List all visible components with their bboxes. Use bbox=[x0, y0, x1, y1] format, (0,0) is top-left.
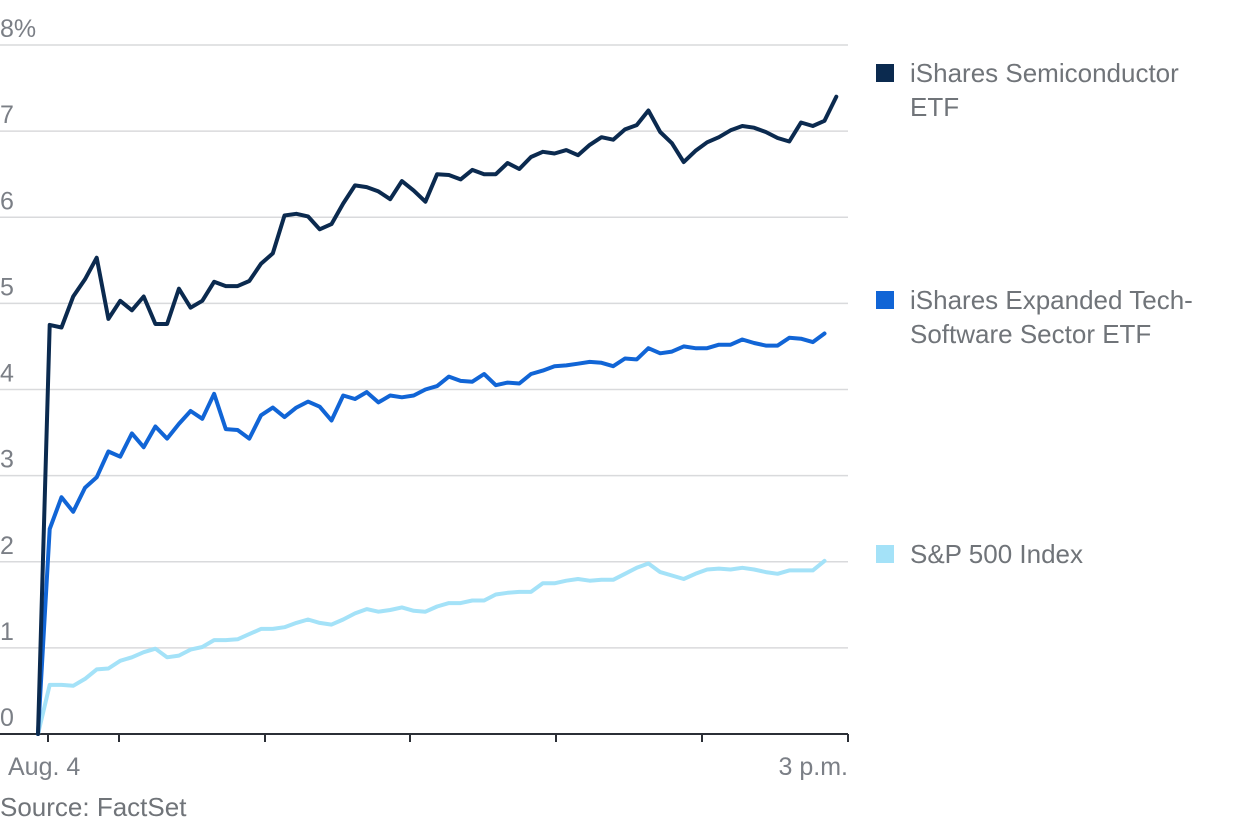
y-tick-label: 1 bbox=[0, 618, 14, 646]
x-tick-label-end: 3 p.m. bbox=[779, 753, 848, 781]
legend-item-semiconductor: iShares Semiconductor ETF bbox=[876, 56, 1226, 124]
x-tick-label-start: Aug. 4 bbox=[8, 753, 80, 781]
source-note: Source: FactSet bbox=[0, 792, 187, 822]
series-lines bbox=[36, 94, 839, 736]
y-tick-label: 8% bbox=[0, 15, 36, 43]
legend-item-sp500: S&P 500 Index bbox=[876, 537, 1226, 571]
y-tick-label: 4 bbox=[0, 360, 14, 388]
series-line-sp500 bbox=[36, 558, 827, 736]
y-tick-label: 6 bbox=[0, 187, 14, 215]
series-line-software bbox=[36, 331, 827, 736]
legend-label: iShares Semiconductor ETF bbox=[910, 58, 1179, 122]
legend-label: iShares Expanded Tech-Software Sector ET… bbox=[910, 285, 1193, 349]
y-axis-labels: 0 1 2 3 4 5 6 7 8% bbox=[0, 15, 36, 732]
x-axis bbox=[0, 733, 849, 742]
legend-item-software: iShares Expanded Tech-Software Sector ET… bbox=[876, 283, 1226, 351]
y-tick-label: 7 bbox=[0, 101, 14, 129]
gridlines bbox=[0, 44, 848, 649]
legend-swatch bbox=[876, 291, 894, 309]
legend-swatch bbox=[876, 64, 894, 82]
y-tick-label: 0 bbox=[0, 704, 14, 732]
legend-label: S&P 500 Index bbox=[910, 539, 1083, 569]
series-line-semiconductor bbox=[36, 94, 839, 736]
y-tick-label: 3 bbox=[0, 446, 14, 474]
legend-swatch bbox=[876, 545, 894, 563]
y-tick-label: 5 bbox=[0, 273, 14, 301]
y-tick-label: 2 bbox=[0, 532, 14, 560]
